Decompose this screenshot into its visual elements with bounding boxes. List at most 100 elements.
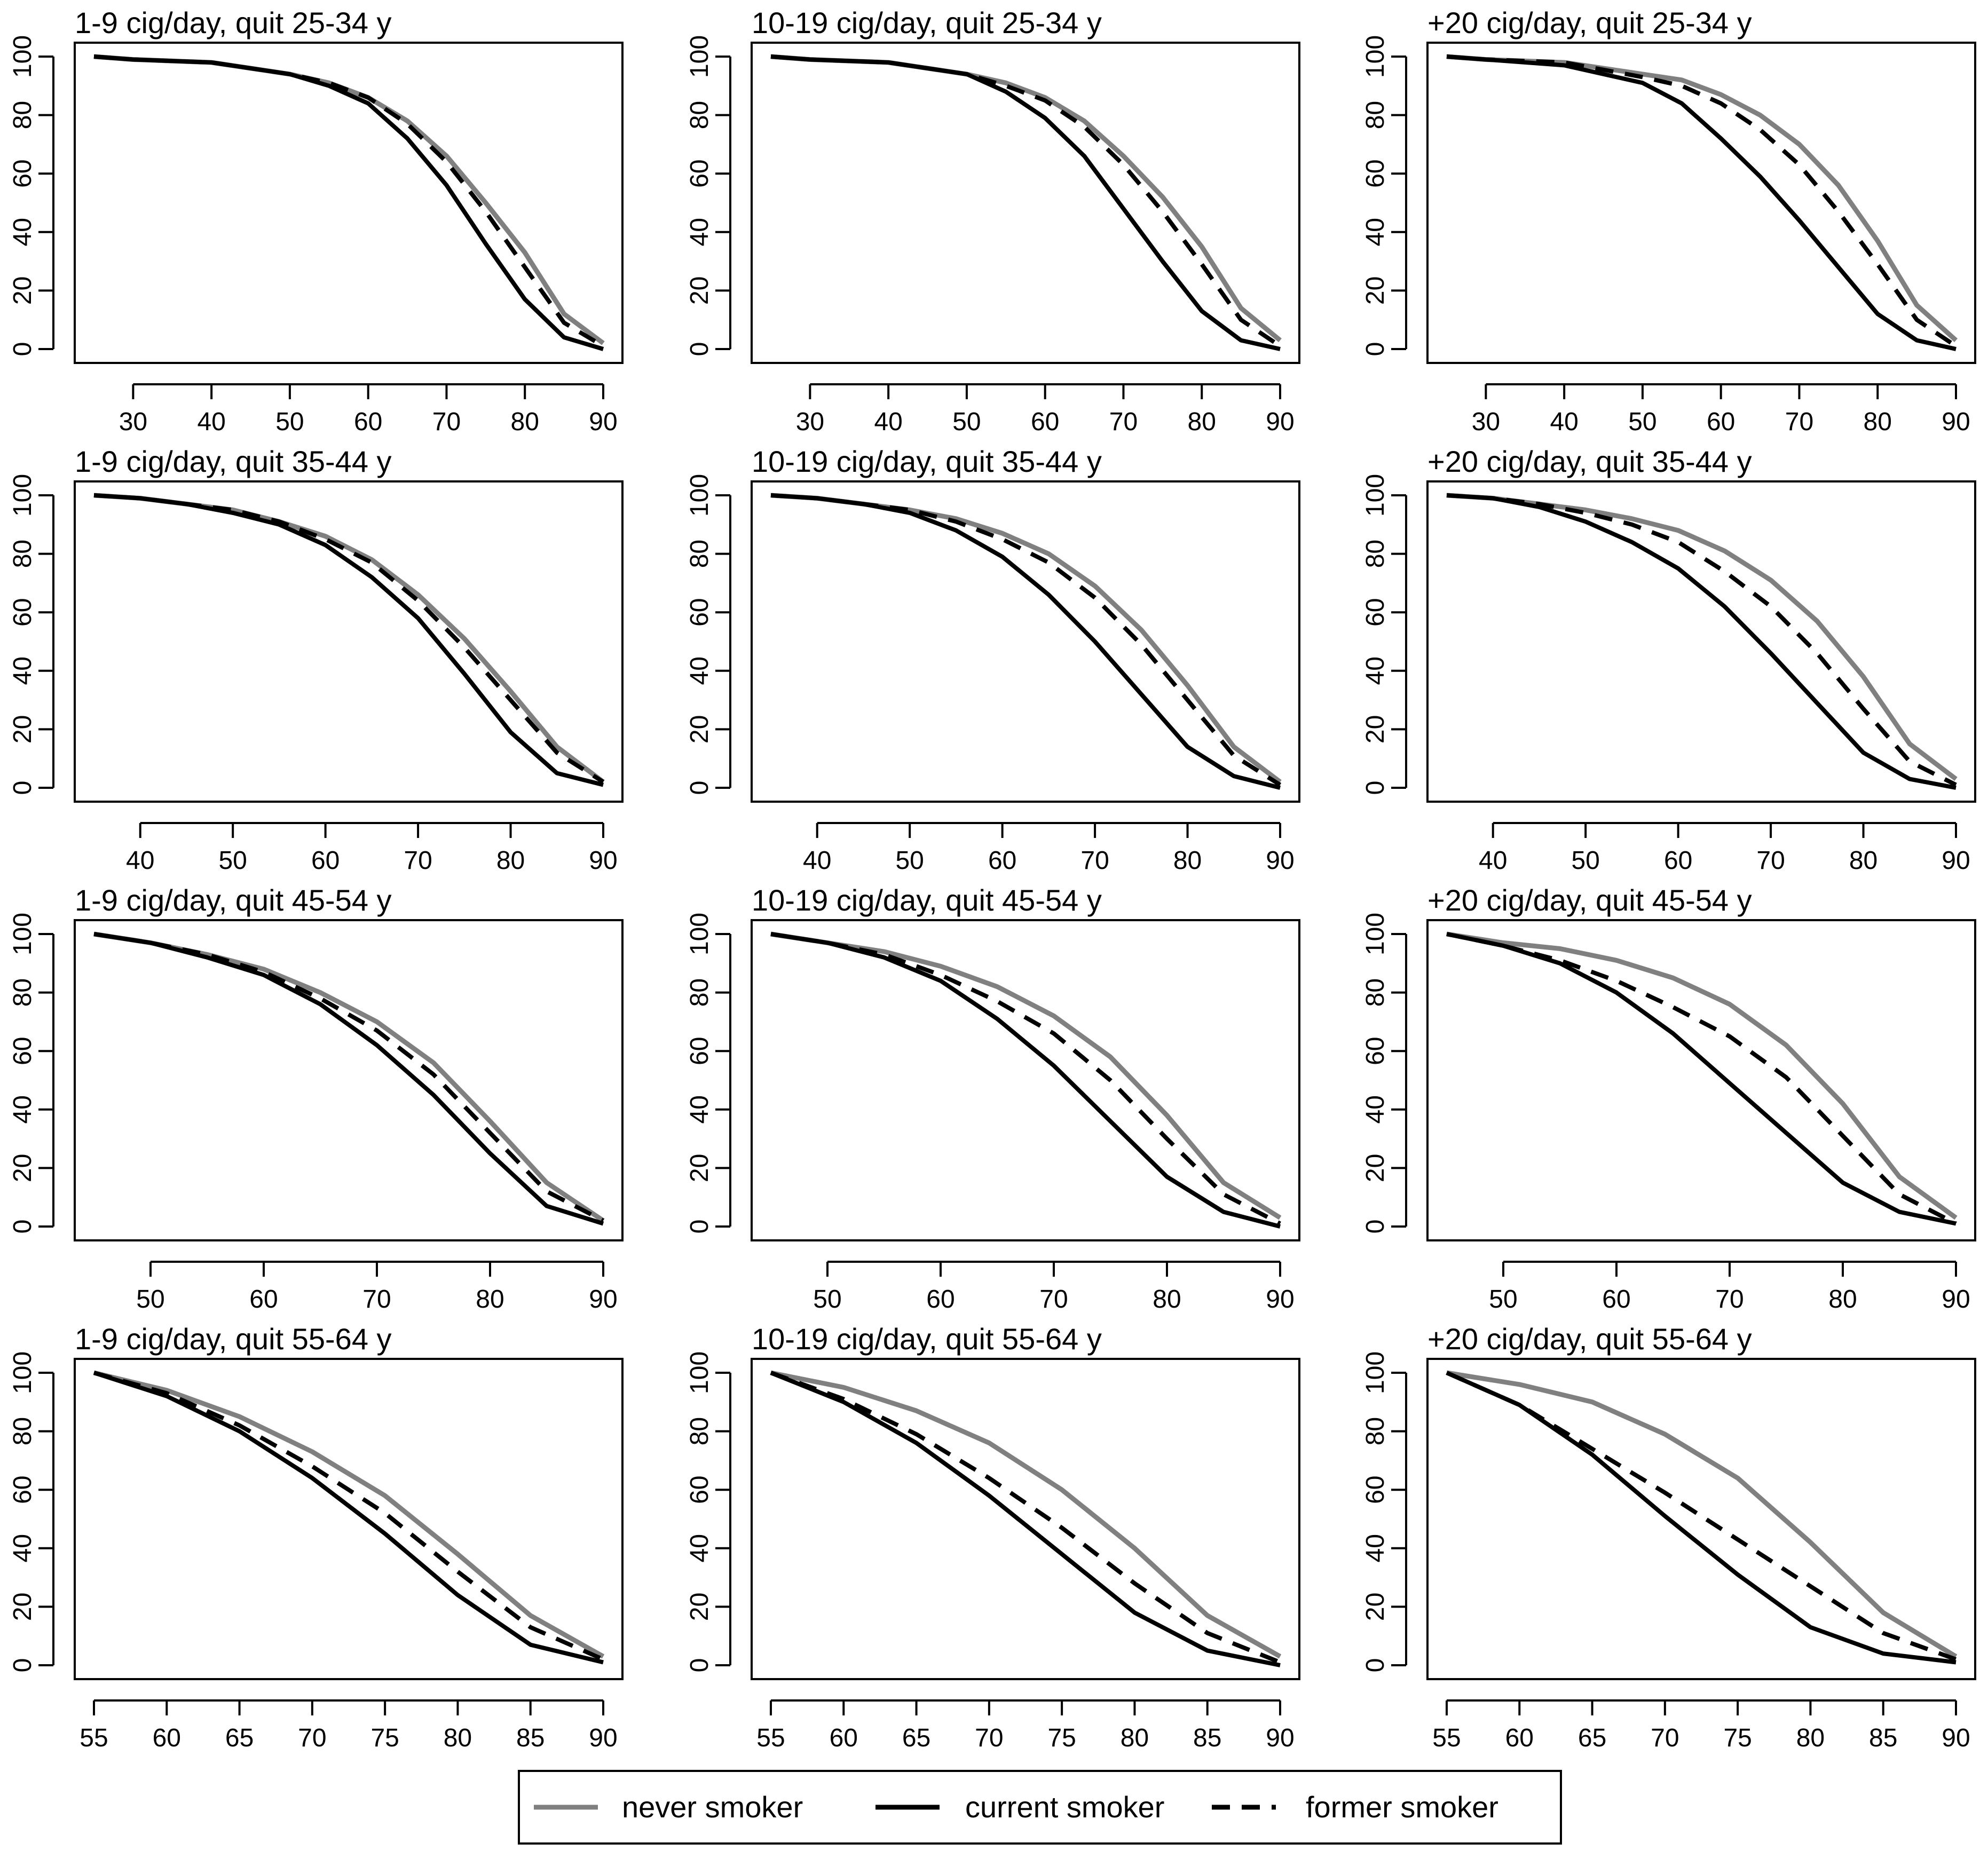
panel-8: 10-19 cig/day, quit 45-54 y 0 20 40 60 80 100 5… [685,883,1300,1314]
y-tick-label: 20 [9,1593,37,1621]
x-tick-label: 50 [895,846,924,875]
x-tick-label: 75 [1047,1724,1076,1752]
x-tick-label: 40 [874,408,902,436]
y-tick-label: 40 [9,218,37,246]
x-tick-label: 75 [370,1724,399,1752]
x-tick-label: 70 [298,1724,326,1752]
series-line-former-smoker [93,932,604,1223]
series-line-current-smoker [93,1371,604,1665]
panel-title: +20 cig/day, quit 45-54 y [1427,883,1752,917]
y-tick-label: 20 [9,715,37,743]
y-tick-label: 100 [9,35,37,78]
panel-title: 1-9 cig/day, quit 25-34 y [75,6,392,39]
x-tick-label: 80 [496,846,525,875]
panel-title: 1-9 cig/day, quit 55-64 y [75,1322,392,1356]
x-tick-label: 60 [988,846,1016,875]
y-tick-label: 100 [685,474,714,517]
y-tick-label: 60 [9,1476,37,1504]
x-tick-label: 70 [975,1724,1003,1752]
plot-frame [1426,919,1976,1241]
series-line-current-smoker [770,932,1281,1229]
y-tick-label: 0 [1361,781,1390,795]
x-tick-label: 50 [1571,846,1599,875]
y-tick-label: 40 [685,656,714,685]
y-tick-label: 80 [685,540,714,568]
plot-frame [1426,42,1976,364]
y-tick-label: 40 [685,1095,714,1124]
y-tick-label: 20 [9,1154,37,1182]
x-tick-label: 70 [1109,408,1138,436]
series-line-never-smoker [770,1370,1282,1659]
x-tick-label: 50 [813,1285,841,1314]
legend-label-never: never smoker [622,1790,803,1824]
x-tick-label: 85 [1869,1724,1897,1752]
panel-7: 1-9 cig/day, quit 45-54 y 0 20 40 60 80 100 50 6… [9,883,624,1314]
panel-1: 1-9 cig/day, quit 25-34 y 0 20 40 60 80 100 30 4… [9,6,624,436]
y-tick-label: 0 [685,781,714,795]
y-tick-label: 60 [1361,1037,1390,1065]
panel-title: 10-19 cig/day, quit 45-54 y [752,883,1102,917]
series-line-never-smoker [1446,54,1958,342]
x-tick-label: 90 [589,1285,617,1314]
series-line-current-smoker [93,932,604,1226]
x-tick-label: 90 [1942,408,1970,436]
x-tick-label: 60 [1602,1285,1630,1314]
x-tick-label: 90 [1266,846,1294,875]
x-tick-label: 90 [1942,1724,1970,1752]
y-tick-label: 20 [1361,1154,1390,1182]
plot-frame [751,480,1300,803]
series-line-current-smoker [1446,1371,1957,1665]
y-tick-label: 20 [685,715,714,743]
y-tick-label: 20 [1361,276,1390,305]
x-tick-label: 60 [926,1285,954,1314]
x-tick-label: 50 [1628,408,1656,436]
x-tick-label: 70 [1715,1285,1744,1314]
y-tick-label: 80 [9,978,37,1007]
y-tick-label: 40 [1361,656,1390,685]
panel-title: +20 cig/day, quit 35-44 y [1427,445,1752,478]
panel-3: +20 cig/day, quit 25-34 y 0 20 40 60 80 100 30 4… [1361,6,1976,436]
legend-box [518,1770,1562,1845]
series-line-former-smoker [770,1371,1281,1665]
series-line-never-smoker [770,54,1282,343]
y-tick-label: 0 [685,1220,714,1234]
y-tick-label: 0 [685,1658,714,1673]
x-tick-label: 75 [1723,1724,1752,1752]
y-tick-label: 80 [9,1417,37,1445]
series-line-current-smoker [1446,493,1957,790]
series-line-never-smoker [1446,493,1958,781]
series-line-former-smoker [1446,1371,1957,1662]
y-tick-label: 100 [685,913,714,955]
y-tick-label: 60 [685,160,714,188]
x-tick-label: 80 [444,1724,472,1752]
panel-11: 10-19 cig/day, quit 55-64 y 0 20 40 60 80 100 5… [685,1322,1300,1752]
x-tick-label: 40 [803,846,831,875]
x-tick-label: 30 [1472,408,1500,436]
y-tick-label: 0 [9,781,37,795]
y-tick-label: 100 [1361,1351,1390,1394]
panel-5: 10-19 cig/day, quit 35-44 y 0 20 40 60 80 100 4… [685,445,1300,875]
x-tick-label: 40 [1550,408,1578,436]
y-tick-label: 20 [9,276,37,305]
x-tick-label: 90 [1942,1285,1970,1314]
y-tick-label: 60 [9,160,37,188]
y-tick-label: 100 [685,1351,714,1394]
series-line-never-smoker [770,931,1282,1220]
x-tick-label: 55 [756,1724,785,1752]
x-tick-label: 80 [1864,408,1892,436]
plot-frame [751,1358,1300,1680]
plot-frame [1426,1358,1976,1680]
y-tick-label: 80 [1361,101,1390,129]
series-line-current-smoker [1446,932,1957,1226]
y-tick-label: 80 [685,1417,714,1445]
series-line-former-smoker [1446,54,1958,348]
y-tick-label: 0 [1361,1658,1390,1673]
x-tick-label: 30 [119,408,147,436]
series-line-never-smoker [770,493,1282,784]
panel-grid: 1-9 cig/day, quit 25-34 y 0 20 40 60 80 100 30 4… [9,6,1976,1752]
y-tick-label: 80 [1361,1417,1390,1445]
series-line-former-smoker [93,1371,604,1662]
x-tick-label: 50 [218,846,247,875]
series-line-current-smoker [1446,54,1957,351]
x-tick-label: 80 [1121,1724,1149,1752]
